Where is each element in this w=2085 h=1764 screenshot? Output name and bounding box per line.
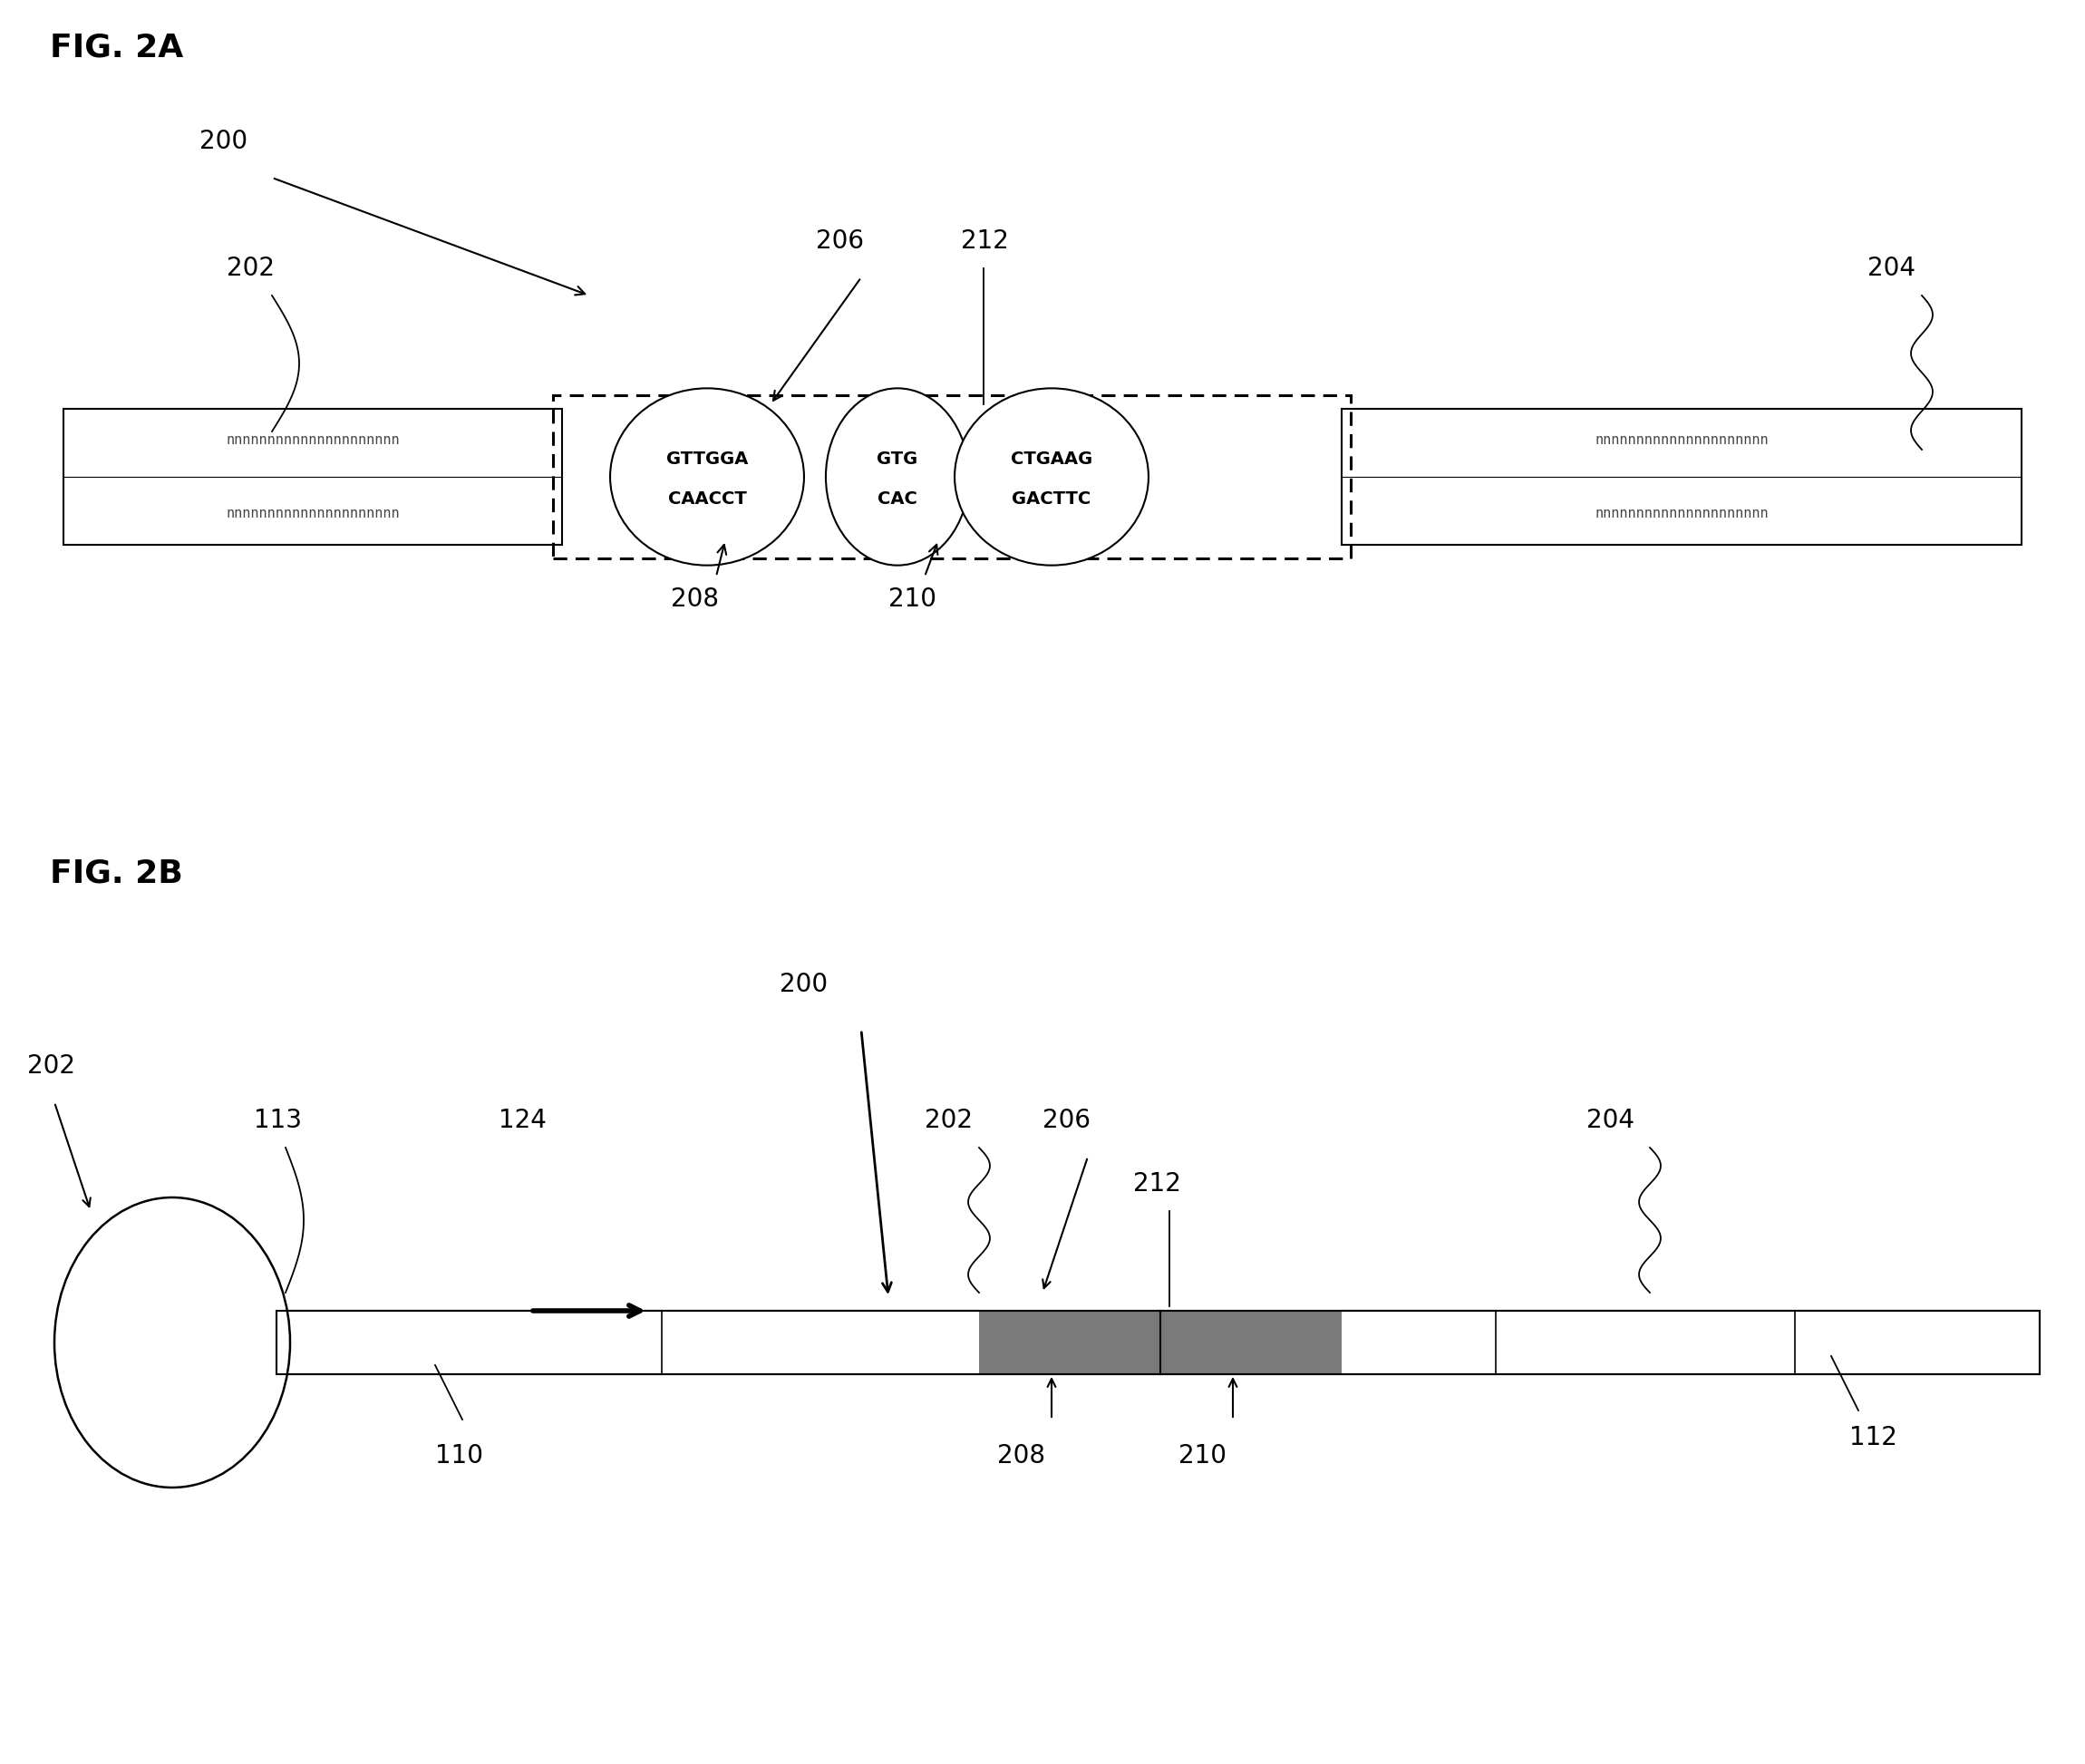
Text: 208: 208 [997, 1443, 1045, 1468]
Text: CTGAAG: CTGAAG [1011, 450, 1093, 467]
Text: nnnnnnnnnnnnnnnnnnnnn: nnnnnnnnnnnnnnnnnnnnn [1595, 434, 1768, 446]
Text: 110: 110 [436, 1443, 484, 1468]
Bar [980, 1311, 1161, 1374]
Text: 212: 212 [961, 228, 1009, 254]
Text: CAC: CAC [878, 490, 917, 508]
Bar [553, 395, 1351, 559]
Text: 206: 206 [1042, 1108, 1090, 1132]
Text: 113: 113 [254, 1108, 302, 1132]
Ellipse shape [955, 388, 1149, 564]
Bar [1161, 1311, 1341, 1374]
Ellipse shape [54, 1198, 290, 1487]
Text: GTG: GTG [878, 450, 917, 467]
Text: 204: 204 [1587, 1108, 1635, 1132]
Text: 200: 200 [200, 129, 248, 153]
Text: nnnnnnnnnnnnnnnnnnnnn: nnnnnnnnnnnnnnnnnnnnn [225, 434, 400, 446]
Text: 124: 124 [498, 1108, 546, 1132]
Text: 206: 206 [815, 228, 863, 254]
Ellipse shape [826, 388, 970, 564]
Ellipse shape [611, 388, 805, 564]
Text: 204: 204 [1868, 256, 1916, 280]
Text: 202: 202 [27, 1053, 75, 1080]
Bar [277, 1311, 2039, 1374]
Text: 210: 210 [888, 586, 936, 612]
Text: GTTGGA: GTTGGA [665, 450, 749, 467]
Text: FIG. 2B: FIG. 2B [50, 857, 183, 889]
Text: nnnnnnnnnnnnnnnnnnnnn: nnnnnnnnnnnnnnnnnnnnn [225, 506, 400, 520]
Bar [1341, 409, 2022, 545]
Text: FIG. 2A: FIG. 2A [50, 32, 183, 64]
Text: 202: 202 [924, 1108, 974, 1132]
Text: 208: 208 [671, 586, 719, 612]
Text: 210: 210 [1178, 1443, 1226, 1468]
Text: 202: 202 [227, 256, 275, 280]
Bar [277, 1311, 2039, 1374]
Bar [63, 409, 563, 545]
Text: 200: 200 [780, 972, 828, 997]
Text: nnnnnnnnnnnnnnnnnnnnn: nnnnnnnnnnnnnnnnnnnnn [1595, 506, 1768, 520]
Text: CAACCT: CAACCT [667, 490, 746, 508]
Text: GACTTC: GACTTC [1011, 490, 1090, 508]
Text: 112: 112 [1849, 1425, 1897, 1450]
Text: 212: 212 [1132, 1171, 1180, 1196]
